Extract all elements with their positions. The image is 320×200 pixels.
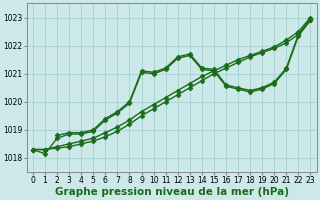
X-axis label: Graphe pression niveau de la mer (hPa): Graphe pression niveau de la mer (hPa): [55, 187, 289, 197]
